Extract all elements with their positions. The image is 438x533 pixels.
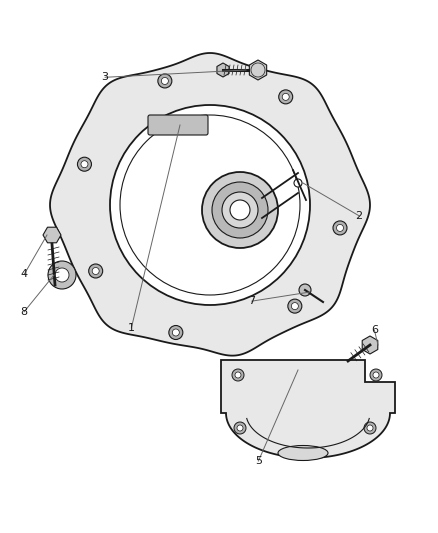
Polygon shape	[43, 227, 61, 243]
Circle shape	[367, 425, 373, 431]
Circle shape	[279, 90, 293, 104]
Circle shape	[202, 172, 278, 248]
Circle shape	[48, 261, 76, 289]
Circle shape	[88, 264, 102, 278]
Polygon shape	[217, 63, 229, 77]
Circle shape	[92, 268, 99, 274]
Circle shape	[55, 268, 69, 282]
Circle shape	[288, 299, 302, 313]
Polygon shape	[221, 360, 395, 458]
Circle shape	[110, 105, 310, 305]
Ellipse shape	[278, 446, 328, 461]
Circle shape	[235, 372, 241, 378]
FancyBboxPatch shape	[148, 115, 208, 135]
Text: 6: 6	[371, 326, 378, 335]
Circle shape	[222, 192, 258, 228]
Circle shape	[373, 372, 379, 378]
Polygon shape	[362, 336, 378, 354]
Circle shape	[232, 369, 244, 381]
Circle shape	[364, 422, 376, 434]
Circle shape	[282, 93, 289, 100]
Circle shape	[234, 422, 246, 434]
Text: 7: 7	[248, 296, 255, 306]
Circle shape	[291, 303, 298, 310]
Circle shape	[294, 179, 302, 187]
Circle shape	[333, 221, 347, 235]
Polygon shape	[50, 53, 370, 356]
Circle shape	[251, 63, 265, 77]
Polygon shape	[249, 60, 267, 80]
Circle shape	[120, 115, 300, 295]
Circle shape	[237, 425, 243, 431]
Circle shape	[299, 284, 311, 296]
Circle shape	[172, 329, 179, 336]
Text: 3: 3	[102, 72, 109, 82]
Circle shape	[336, 224, 343, 231]
Circle shape	[212, 182, 268, 238]
Text: 5: 5	[255, 456, 262, 466]
Text: 2: 2	[356, 211, 363, 221]
Text: 4: 4	[21, 270, 28, 279]
Circle shape	[230, 200, 250, 220]
Circle shape	[158, 74, 172, 88]
Circle shape	[78, 157, 92, 171]
Circle shape	[169, 326, 183, 340]
Text: 8: 8	[21, 307, 28, 317]
Circle shape	[161, 77, 168, 84]
Circle shape	[370, 369, 382, 381]
Circle shape	[81, 161, 88, 168]
Text: 1: 1	[128, 323, 135, 333]
